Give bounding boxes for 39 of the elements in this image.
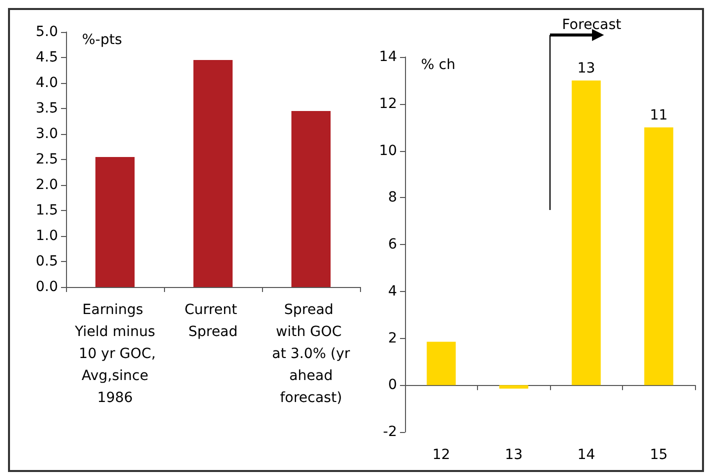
x-tick-label: Spread with GOC at 3.0% (yr ahead forecast) xyxy=(272,302,350,406)
y-tick-label: 10 xyxy=(379,142,397,159)
y-tick-label: 2.0 xyxy=(36,177,58,193)
y-tick-label: 2 xyxy=(388,330,397,346)
text: Forecast xyxy=(562,17,622,33)
bar xyxy=(572,80,601,386)
bar xyxy=(95,156,135,287)
y-tick-label: 6 xyxy=(388,236,398,252)
x-tick-label: Current Spread xyxy=(184,302,242,340)
y-tick-label: 0.5 xyxy=(36,254,58,270)
y-tick-label: 3.0 xyxy=(36,126,58,142)
y-tick-label: 8 xyxy=(388,190,397,206)
bar xyxy=(499,385,528,389)
bar xyxy=(193,60,233,287)
bar xyxy=(426,342,456,386)
y-tick-label: 2.5 xyxy=(36,152,58,168)
x-tick-label: 12 xyxy=(432,447,450,463)
y-tick-label: 4.5 xyxy=(36,50,58,66)
y-tick-label: 3.5 xyxy=(36,100,58,116)
y-tick-label: 1.5 xyxy=(36,202,58,218)
y-tick-label: 0 xyxy=(388,377,397,394)
x-tick-label: 15 xyxy=(650,447,668,463)
x-tick-label: 13 xyxy=(504,447,523,463)
x-tick-label: Earnings Yield minus 10 yr GOC, Avg,since 1986 xyxy=(74,302,156,406)
x-tick-label: 14 xyxy=(577,447,596,463)
bar xyxy=(644,127,674,386)
y-tick-label: 12 xyxy=(379,96,397,112)
y-tick-label: 14 xyxy=(379,49,398,65)
bar xyxy=(291,111,331,287)
y-axis-title: %-pts xyxy=(82,32,122,48)
y-tick-label: 0.0 xyxy=(36,279,58,295)
y-tick-label: 4 xyxy=(388,283,398,300)
y-tick-label: -2 xyxy=(383,424,397,440)
y-axis-title: % ch xyxy=(421,57,456,73)
data-label: 13 xyxy=(577,60,596,76)
y-tick-label: 5.0 xyxy=(36,24,58,40)
data-label: 11 xyxy=(650,107,668,124)
y-tick-label: 1.0 xyxy=(36,228,58,244)
y-tick-label: 4.0 xyxy=(36,75,58,91)
